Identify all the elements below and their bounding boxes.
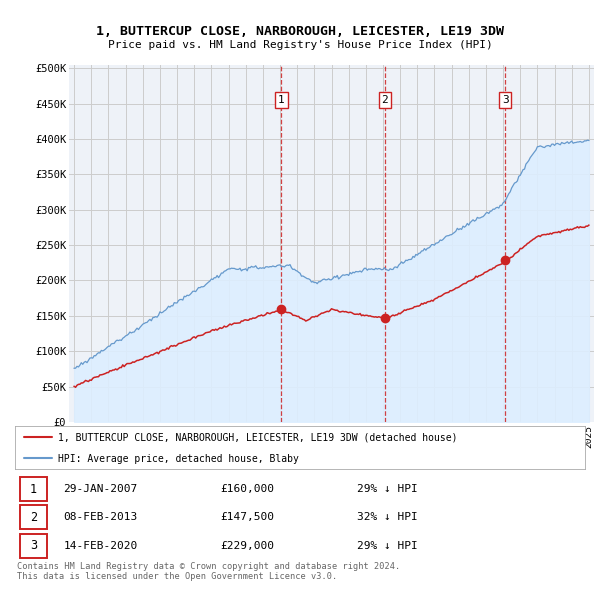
- Text: 29-JAN-2007: 29-JAN-2007: [64, 484, 138, 494]
- FancyBboxPatch shape: [20, 506, 47, 529]
- Text: Contains HM Land Registry data © Crown copyright and database right 2024.
This d: Contains HM Land Registry data © Crown c…: [17, 562, 400, 581]
- Text: 3: 3: [502, 95, 509, 105]
- Text: 29% ↓ HPI: 29% ↓ HPI: [357, 540, 418, 550]
- Text: Price paid vs. HM Land Registry's House Price Index (HPI): Price paid vs. HM Land Registry's House …: [107, 40, 493, 50]
- Text: 14-FEB-2020: 14-FEB-2020: [64, 540, 138, 550]
- Text: £147,500: £147,500: [220, 512, 274, 522]
- Text: 1: 1: [278, 95, 285, 105]
- Text: 3: 3: [29, 539, 37, 552]
- Text: 1, BUTTERCUP CLOSE, NARBOROUGH, LEICESTER, LE19 3DW: 1, BUTTERCUP CLOSE, NARBOROUGH, LEICESTE…: [96, 25, 504, 38]
- Text: 29% ↓ HPI: 29% ↓ HPI: [357, 484, 418, 494]
- Text: 32% ↓ HPI: 32% ↓ HPI: [357, 512, 418, 522]
- Text: 2: 2: [382, 95, 388, 105]
- Text: 2: 2: [29, 511, 37, 524]
- FancyBboxPatch shape: [20, 477, 47, 501]
- Text: HPI: Average price, detached house, Blaby: HPI: Average price, detached house, Blab…: [58, 454, 299, 464]
- Text: 08-FEB-2013: 08-FEB-2013: [64, 512, 138, 522]
- Text: 1: 1: [29, 483, 37, 496]
- FancyBboxPatch shape: [20, 533, 47, 558]
- Text: £160,000: £160,000: [220, 484, 274, 494]
- Text: £229,000: £229,000: [220, 540, 274, 550]
- Text: 1, BUTTERCUP CLOSE, NARBOROUGH, LEICESTER, LE19 3DW (detached house): 1, BUTTERCUP CLOSE, NARBOROUGH, LEICESTE…: [58, 432, 457, 442]
